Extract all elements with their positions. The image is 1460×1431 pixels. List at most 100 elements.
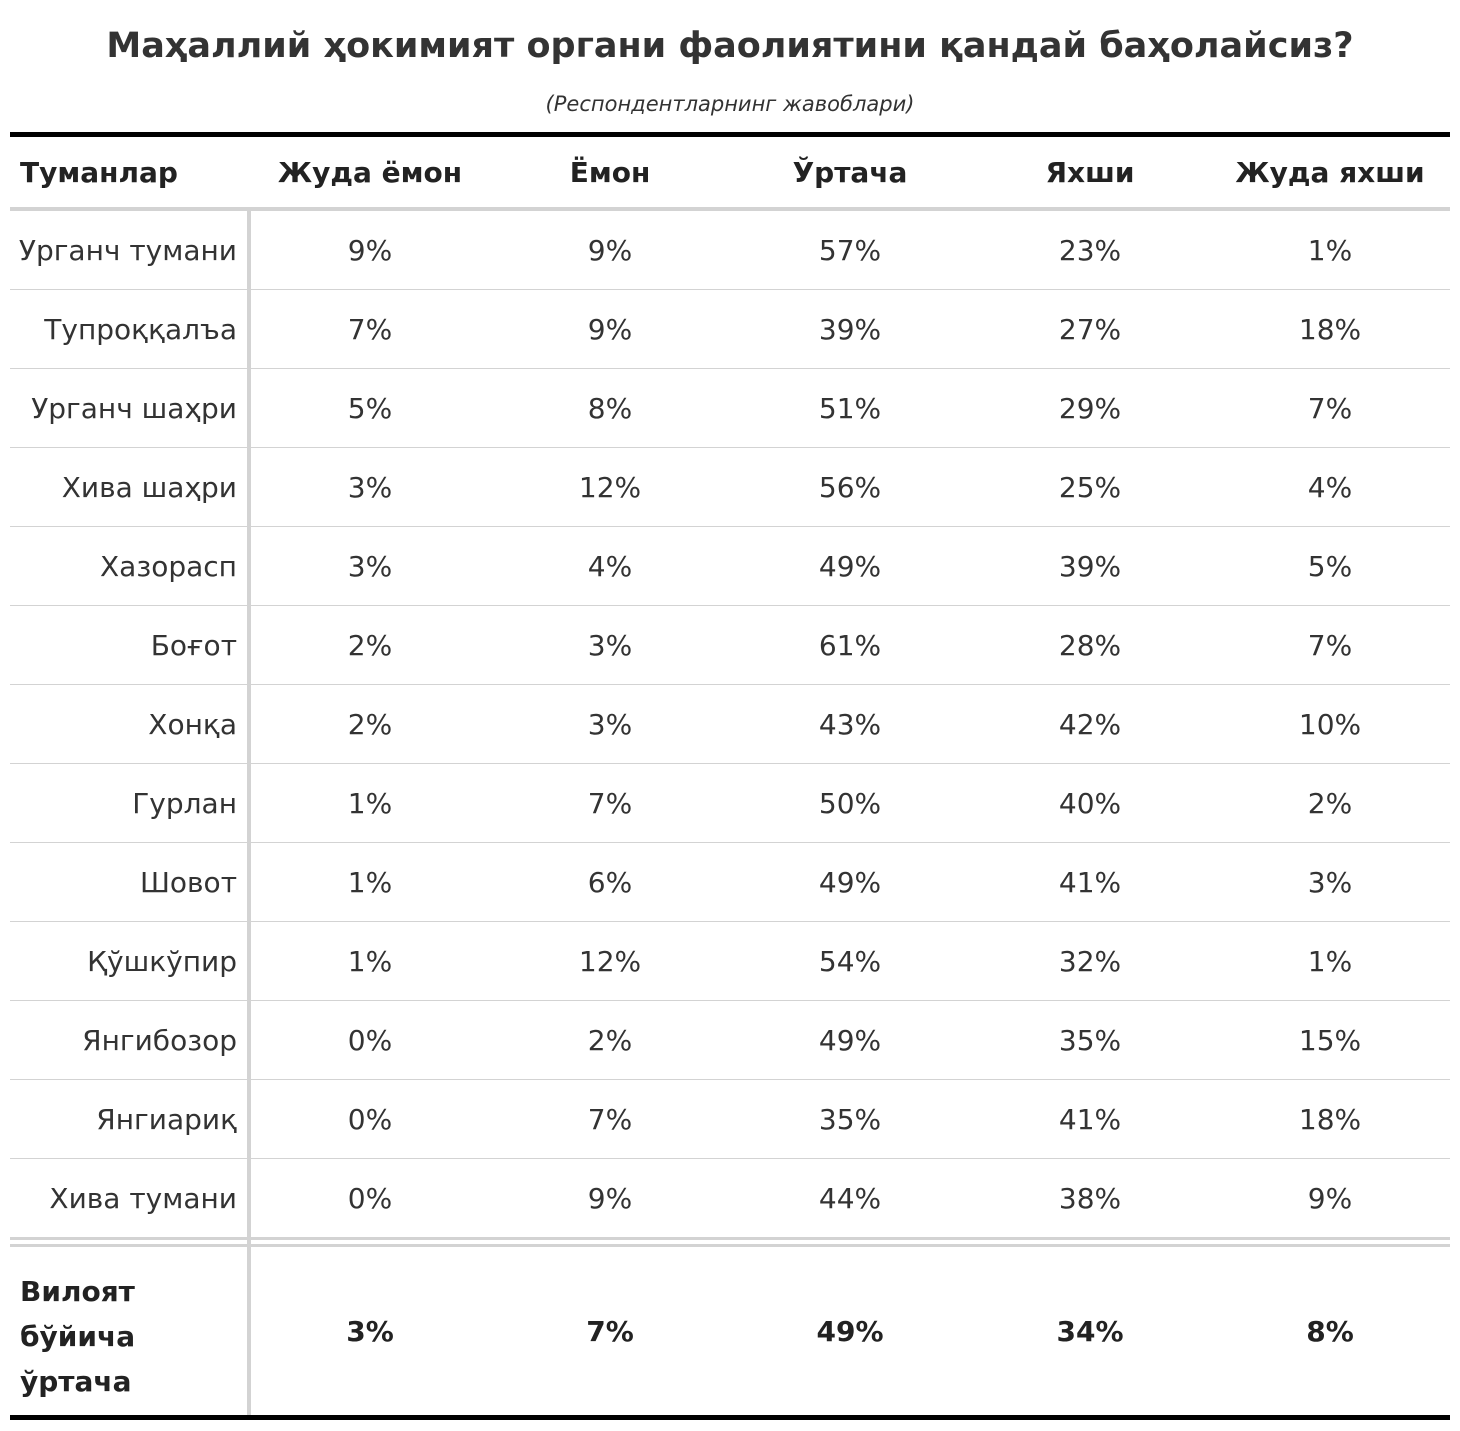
value-cell: 25% — [1058, 471, 1122, 504]
value-cell: 23% — [1058, 234, 1122, 267]
value-cell: 50% — [818, 787, 882, 820]
value-cell: 29% — [1058, 392, 1122, 425]
value-cell: 49% — [818, 1024, 882, 1057]
value-cell: 2% — [347, 708, 393, 741]
table-row: Янгибозор 0% 2% 49% 35% 15% — [10, 1001, 1450, 1080]
total-cell: 7% — [586, 1315, 634, 1348]
value-cell: 3% — [587, 708, 633, 741]
district-name: Қўшкўпир — [87, 945, 237, 978]
value-cell: 5% — [1307, 550, 1353, 583]
value-cell: 32% — [1058, 945, 1122, 978]
district-name: Хазорасп — [100, 550, 237, 583]
header-very-good: Жуда яхши — [1235, 156, 1425, 189]
value-cell: 6% — [587, 866, 633, 899]
value-cell: 39% — [1058, 550, 1122, 583]
value-cell: 38% — [1058, 1182, 1122, 1215]
table-row: Урганч тумани 9% 9% 57% 23% 1% — [10, 211, 1450, 290]
value-cell: 1% — [1307, 234, 1353, 267]
value-cell: 2% — [587, 1024, 633, 1057]
value-cell: 39% — [818, 313, 882, 346]
value-cell: 8% — [587, 392, 633, 425]
header-rule — [10, 207, 1450, 211]
value-cell: 54% — [818, 945, 882, 978]
value-cell: 15% — [1298, 1024, 1362, 1057]
total-row: Вилоят бўйича ўртача 3% 7% 49% 34% 8% — [10, 1247, 1450, 1415]
value-cell: 0% — [347, 1024, 393, 1057]
value-cell: 9% — [347, 234, 393, 267]
value-cell: 9% — [587, 313, 633, 346]
value-cell: 41% — [1058, 866, 1122, 899]
value-cell: 51% — [818, 392, 882, 425]
column-divider — [247, 211, 251, 1415]
value-cell: 18% — [1298, 1103, 1362, 1136]
value-cell: 18% — [1298, 313, 1362, 346]
value-cell: 3% — [587, 629, 633, 662]
header-districts: Туманлар — [20, 156, 178, 189]
total-cell: 34% — [1056, 1315, 1124, 1348]
district-name: Хива тумани — [49, 1182, 237, 1215]
value-cell: 27% — [1058, 313, 1122, 346]
table-row: Янгиариқ 0% 7% 35% 41% 18% — [10, 1080, 1450, 1159]
value-cell: 35% — [1058, 1024, 1122, 1057]
header-good: Яхши — [1045, 156, 1135, 189]
value-cell: 1% — [1307, 945, 1353, 978]
value-cell: 1% — [347, 787, 393, 820]
total-label-line: Вилоят — [20, 1275, 135, 1308]
value-cell: 9% — [587, 1182, 633, 1215]
value-cell: 1% — [347, 945, 393, 978]
value-cell: 41% — [1058, 1103, 1122, 1136]
value-cell: 42% — [1058, 708, 1122, 741]
table-row: Хива тумани 0% 9% 44% 38% 9% — [10, 1159, 1450, 1238]
table-row: Урганч шаҳри 5% 8% 51% 29% 7% — [10, 369, 1450, 448]
table-top-rule — [10, 132, 1450, 137]
table-body: Урганч тумани 9% 9% 57% 23% 1% Тупроққалъа 7% 9%… — [10, 211, 1450, 1238]
table-header-row: Туманлар Жуда ёмон Ёмон Ўртача Яхши Жуда… — [10, 137, 1450, 207]
value-cell: 5% — [347, 392, 393, 425]
value-cell: 40% — [1058, 787, 1122, 820]
table-row: Хива шаҳри 3% 12% 56% 25% 4% — [10, 448, 1450, 527]
district-name: Урганч тумани — [18, 234, 237, 267]
table-row: Хазорасп 3% 4% 49% 39% 5% — [10, 527, 1450, 606]
value-cell: 61% — [818, 629, 882, 662]
value-cell: 57% — [818, 234, 882, 267]
district-name: Тупроққалъа — [44, 313, 237, 346]
value-cell: 10% — [1298, 708, 1362, 741]
district-name: Гурлан — [132, 787, 237, 820]
value-cell: 1% — [347, 866, 393, 899]
table-row: Хонқа 2% 3% 43% 42% 10% — [10, 685, 1450, 764]
value-cell: 7% — [347, 313, 393, 346]
value-cell: 2% — [347, 629, 393, 662]
district-name: Янгиариқ — [96, 1103, 237, 1136]
total-cell: 3% — [346, 1315, 394, 1348]
district-name: Шовот — [139, 866, 237, 899]
value-cell: 7% — [1307, 629, 1353, 662]
value-cell: 7% — [1307, 392, 1353, 425]
total-cell: 49% — [816, 1315, 884, 1348]
value-cell: 0% — [347, 1182, 393, 1215]
header-average: Ўртача — [792, 156, 908, 189]
value-cell: 3% — [1307, 866, 1353, 899]
page-title: Маҳаллий ҳокимият органи фаолиятини қанд… — [106, 26, 1354, 66]
district-name: Янгибозор — [82, 1024, 237, 1057]
district-name: Хива шаҳри — [61, 471, 237, 504]
district-name: Боғот — [150, 629, 237, 662]
header-very-bad: Жуда ёмон — [277, 156, 463, 189]
table-bottom-rule — [10, 1415, 1450, 1420]
page-subtitle: (Респондентларнинг жавоблари) — [545, 92, 915, 116]
value-cell: 3% — [347, 471, 393, 504]
total-cell: 8% — [1306, 1315, 1354, 1348]
district-name: Хонқа — [148, 708, 237, 741]
table-row: Қўшкўпир 1% 12% 54% 32% 1% — [10, 922, 1450, 1001]
value-cell: 56% — [818, 471, 882, 504]
total-separator-rule-2 — [10, 1244, 1450, 1247]
table-row: Тупроққалъа 7% 9% 39% 27% 18% — [10, 290, 1450, 369]
value-cell: 4% — [587, 550, 633, 583]
total-label-line: ўртача — [20, 1365, 132, 1398]
value-cell: 12% — [578, 471, 642, 504]
total-row-label: Вилоят бўйича ўртача — [20, 1269, 240, 1404]
value-cell: 43% — [818, 708, 882, 741]
value-cell: 2% — [1307, 787, 1353, 820]
total-separator-rule — [10, 1237, 1450, 1240]
value-cell: 9% — [587, 234, 633, 267]
header-bad: Ёмон — [569, 156, 651, 189]
